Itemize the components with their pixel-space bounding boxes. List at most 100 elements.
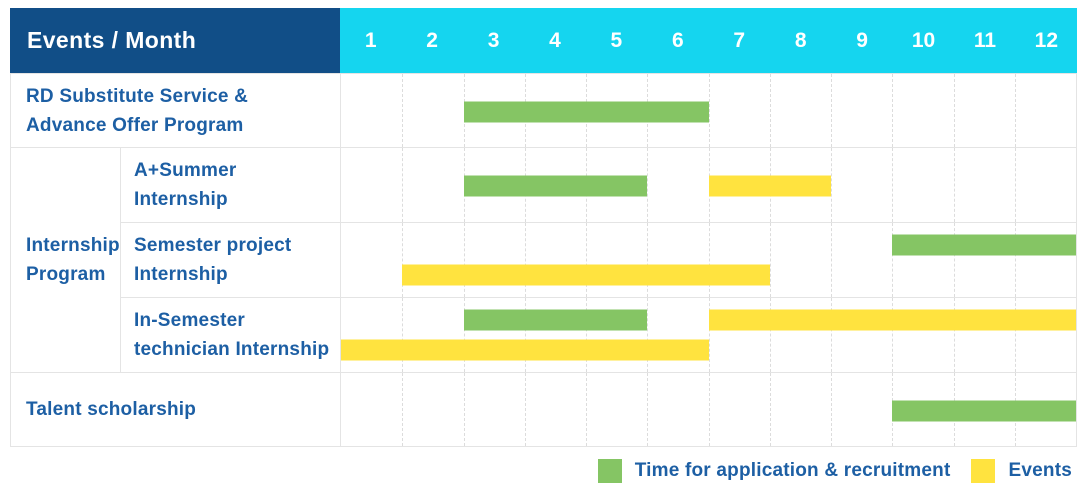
month-gridline xyxy=(769,223,771,297)
month-gridline xyxy=(708,223,710,297)
month-gridline xyxy=(953,298,955,372)
month-label-6: 6 xyxy=(671,28,684,52)
month-gridline xyxy=(831,223,832,297)
legend-swatch-recruitment xyxy=(597,459,622,483)
month-row: 1 2 3 4 5 6 7 8 9 10 11 12 xyxy=(340,8,1077,73)
month-gridline xyxy=(586,298,587,372)
month-label-11: 11 xyxy=(973,28,997,52)
row-label-rd-substitute-service: RD Substitute Service & Advance Offer Pro… xyxy=(11,74,341,147)
month-gridline xyxy=(831,298,832,372)
label-line: technician Internship xyxy=(134,339,330,360)
month-gridline xyxy=(586,373,587,446)
label-line: Internship xyxy=(26,235,120,256)
month-label-2: 2 xyxy=(426,28,438,52)
row-timeline xyxy=(341,223,1076,297)
month-gridline xyxy=(953,74,955,147)
month-gridline xyxy=(463,298,465,372)
event-row-in-semester-technician-internship: In-Semester technician Internship xyxy=(121,298,1076,372)
label-line: Internship xyxy=(134,189,228,210)
row-label-in-semester-technician-internship: In-Semester technician Internship xyxy=(121,298,341,372)
table-header: Events / Month 1 2 3 4 5 6 7 8 9 10 11 12 xyxy=(10,8,1077,73)
label-line: A+Summer xyxy=(134,160,237,181)
month-gridline xyxy=(769,74,771,147)
label-line: Internship xyxy=(134,264,228,285)
month-gridline xyxy=(769,298,771,372)
legend-item-events: Events xyxy=(971,459,1072,483)
month-gridline xyxy=(1014,148,1016,222)
row-timeline xyxy=(341,74,1076,147)
month-gridline xyxy=(953,148,955,222)
event-row-a-plus-summer-internship: A+Summer Internship xyxy=(121,148,1076,223)
gantt-table: Events / Month 1 2 3 4 5 6 7 8 9 10 11 12 RD Substi… xyxy=(10,8,1077,447)
month-gridline xyxy=(892,74,894,147)
row-timeline xyxy=(341,298,1076,372)
label-line: In-Semester xyxy=(134,310,245,331)
month-gridline xyxy=(524,223,526,297)
month-gridline xyxy=(402,223,404,297)
month-gridline xyxy=(647,148,649,222)
group-label-internship-program: Internship Program xyxy=(11,148,121,372)
legend-label-recruitment: Time for application & recruitment xyxy=(634,460,951,481)
month-gridline xyxy=(1014,223,1016,297)
month-gridline xyxy=(1014,298,1016,372)
legend-item-recruitment: Time for application & recruitment xyxy=(597,459,951,483)
group-rows-internship-program: A+Summer Internship Semester project Intern… xyxy=(121,148,1076,372)
label-line: Advance Offer Program xyxy=(26,114,244,136)
month-gridline xyxy=(831,373,832,446)
month-label-1: 1 xyxy=(364,28,377,52)
gantt-bar-events xyxy=(402,264,770,286)
gantt-bar-recruitment xyxy=(892,400,1076,422)
month-gridline xyxy=(953,223,955,297)
group-internship-program: Internship Program A+Summer Internship Semes… xyxy=(11,148,1076,373)
month-gridline xyxy=(402,298,404,372)
legend-swatch-events xyxy=(971,459,996,483)
month-gridline xyxy=(831,74,832,147)
month-label-8: 8 xyxy=(794,28,807,52)
gantt-bar-recruitment xyxy=(463,309,648,331)
month-gridline xyxy=(647,373,649,446)
event-row-semester-project-internship: Semester project Internship xyxy=(121,223,1076,298)
gantt-bar-recruitment xyxy=(463,101,709,123)
month-gridline xyxy=(402,74,404,147)
row-label-talent-scholarship: Talent scholarship xyxy=(11,373,341,446)
month-label-4: 4 xyxy=(549,28,561,52)
month-gridline xyxy=(892,223,894,297)
label-line: Semester project xyxy=(134,235,292,256)
month-gridline xyxy=(402,148,404,222)
gantt-bar-events xyxy=(708,309,1076,331)
month-gridline xyxy=(524,373,526,446)
label-line: RD Substitute Service & xyxy=(26,85,249,107)
event-row-rd-substitute-service: RD Substitute Service & Advance Offer Pro… xyxy=(11,74,1076,148)
month-label-3: 3 xyxy=(487,28,500,52)
label-line: Talent scholarship xyxy=(26,399,197,420)
table-body: RD Substitute Service & Advance Offer Pro… xyxy=(10,73,1077,447)
event-row-talent-scholarship: Talent scholarship xyxy=(11,373,1076,446)
month-label-5: 5 xyxy=(610,28,623,52)
month-gridline xyxy=(892,148,894,222)
row-timeline xyxy=(341,148,1076,222)
gantt-bar-recruitment xyxy=(463,175,648,197)
month-gridline xyxy=(769,373,771,446)
month-label-12: 12 xyxy=(1034,28,1059,52)
month-gridline xyxy=(586,223,587,297)
month-gridline xyxy=(524,298,526,372)
header-title: Events / Month xyxy=(10,8,340,73)
month-gridline xyxy=(708,298,710,372)
gantt-bar-recruitment xyxy=(892,234,1076,256)
gantt-bar-events xyxy=(341,339,709,361)
month-gridline xyxy=(892,298,894,372)
month-label-9: 9 xyxy=(856,28,868,52)
legend-label-events: Events xyxy=(1008,460,1072,481)
gantt-bar-events xyxy=(708,175,831,197)
month-gridline xyxy=(708,74,710,147)
month-gridline xyxy=(831,148,832,222)
month-gridline xyxy=(708,373,710,446)
month-gridline xyxy=(647,298,649,372)
month-gridline xyxy=(402,373,404,446)
month-gridline xyxy=(463,373,465,446)
row-label-a-plus-summer-internship: A+Summer Internship xyxy=(121,148,341,222)
row-label-semester-project-internship: Semester project Internship xyxy=(121,223,341,297)
month-gridline xyxy=(463,223,465,297)
label-line: Program xyxy=(26,264,106,285)
month-label-10: 10 xyxy=(911,28,936,52)
